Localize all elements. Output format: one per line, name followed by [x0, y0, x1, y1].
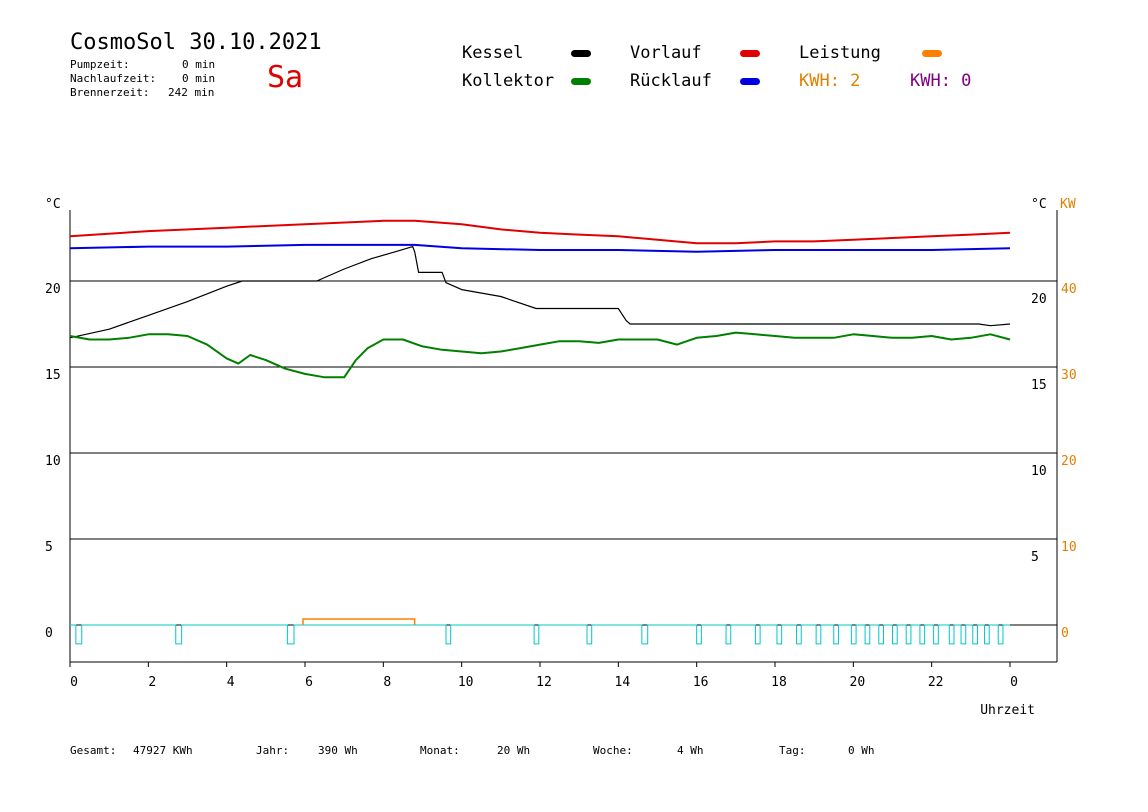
x-tick-label: 18	[771, 675, 787, 690]
x-tick-label: 22	[928, 675, 944, 690]
y-tick-right-kw: 30	[1061, 368, 1077, 383]
pumpzeit-label: Pumpzeit:	[70, 58, 130, 71]
footer-jahr-value: 390 Wh	[318, 744, 358, 757]
y-tick-right-kw: 10	[1061, 540, 1077, 555]
legend-leistung-swatch	[922, 50, 942, 57]
x-tick-label: 12	[536, 675, 552, 690]
y-tick-right-c: 15	[1031, 378, 1047, 393]
footer-tag-label: Tag:	[779, 744, 806, 757]
y-tick-left: 10	[45, 454, 61, 469]
brennerzeit-value: 242 min	[168, 86, 215, 99]
weekday-label: Sa	[267, 60, 304, 95]
series-line-kessel	[69, 246, 1011, 339]
x-tick-label: 2	[148, 675, 156, 690]
legend-kessel-swatch	[571, 50, 591, 57]
kwh-secondary-label: KWH: 0	[910, 71, 972, 91]
footer-tag-value: 0 Wh	[848, 744, 875, 757]
footer-gesamt-value: 47927 KWh	[133, 744, 193, 757]
y-tick-right-c: 5	[1031, 550, 1039, 565]
y-tick-left: 20	[45, 282, 61, 297]
nachlaufzeit-label: Nachlaufzeit:	[70, 72, 157, 85]
footer-monat-value: 20 Wh	[497, 744, 531, 757]
x-tick-label: 0	[1010, 675, 1018, 690]
chart-title: CosmoSol 30.10.2021	[70, 30, 322, 55]
legend-vorlauf-swatch	[740, 50, 760, 57]
x-tick-label: 8	[383, 675, 391, 690]
series-line-ruecklauf	[69, 243, 1011, 253]
legend-ruecklauf-label: Rücklauf	[630, 71, 712, 91]
y-tick-right-c: 10	[1031, 464, 1047, 479]
leistung-series	[302, 618, 416, 625]
footer-gesamt-label: Gesamt:	[70, 744, 117, 757]
y-tick-right-kw: 0	[1061, 626, 1069, 641]
series-line-vorlauf	[69, 219, 1011, 245]
legend-leistung-label: Leistung	[799, 43, 881, 63]
x-axis-title: Uhrzeit	[980, 703, 1035, 718]
y-unit-right-c: °C	[1031, 197, 1047, 212]
brennerzeit-label: Brennerzeit:	[70, 86, 150, 99]
x-tick-label: 14	[615, 675, 631, 690]
nachlaufzeit-value: 0 min	[182, 72, 216, 85]
series-line-kollektor	[69, 331, 1011, 379]
y-tick-right-kw: 20	[1061, 454, 1077, 469]
x-tick-label: 16	[693, 675, 709, 690]
x-tick-label: 20	[850, 675, 866, 690]
x-tick-label: 6	[305, 675, 313, 690]
y-tick-right-c: 20	[1031, 292, 1047, 307]
y-tick-left: 0	[45, 626, 53, 641]
y-tick-right-kw: 40	[1061, 282, 1077, 297]
legend-kollektor-swatch	[571, 78, 591, 85]
legend-ruecklauf-swatch	[740, 78, 760, 85]
footer-woche-value: 4 Wh	[677, 744, 704, 757]
legend-kessel-label: Kessel	[462, 43, 524, 63]
legend-kollektor-label: Kollektor	[462, 71, 555, 91]
footer-jahr-label: Jahr:	[256, 744, 290, 757]
x-tick-label: 10	[458, 675, 474, 690]
brenner-series	[70, 624, 1010, 645]
y-tick-left: 5	[45, 540, 53, 555]
y-unit-right-kw: KW	[1060, 197, 1076, 212]
y-unit-left: °C	[45, 197, 61, 212]
footer-woche-label: Woche:	[593, 744, 633, 757]
x-tick-label: 4	[227, 675, 235, 690]
pumpzeit-value: 0 min	[182, 58, 216, 71]
kwh-solar-label: KWH: 2	[799, 71, 861, 91]
footer-monat-label: Monat:	[420, 744, 460, 757]
y-tick-left: 15	[45, 368, 61, 383]
x-tick-label: 0	[70, 675, 78, 690]
legend-vorlauf-label: Vorlauf	[630, 43, 702, 63]
